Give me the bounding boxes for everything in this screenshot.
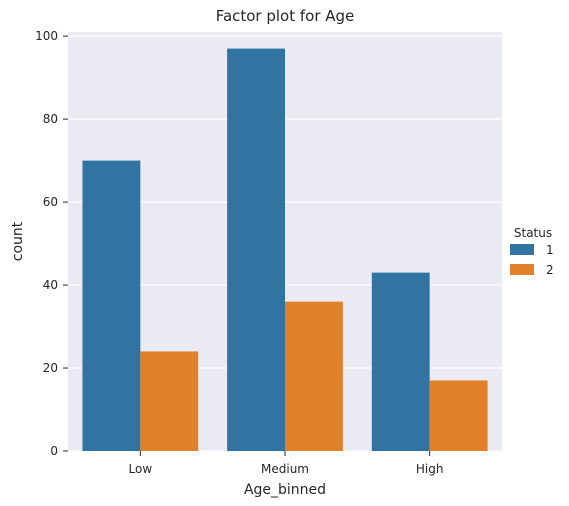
y-tick-label: 60 (43, 195, 58, 209)
y-axis-title: count (10, 221, 26, 261)
x-tick-label-high: High (416, 462, 444, 476)
legend-label-series-2: 2 (546, 263, 554, 277)
legend: Status 1 2 (510, 226, 554, 277)
bar-low-series-2 (140, 351, 199, 451)
legend-title: Status (514, 226, 552, 240)
bar-medium-series-1 (227, 48, 285, 452)
x-tick-label-low: Low (129, 462, 153, 476)
chart-title: Factor plot for Age (216, 7, 355, 25)
bar-low-series-1 (82, 160, 141, 452)
legend-swatch-series-1 (510, 244, 534, 255)
y-axis: 0 20 40 60 80 100 (35, 29, 68, 458)
x-tick-label-medium: Medium (261, 462, 309, 476)
y-tick-label: 20 (43, 361, 58, 375)
x-axis-title: Age_binned (244, 482, 326, 498)
y-tick-label: 100 (35, 29, 58, 43)
bar-high-series-1 (371, 272, 430, 451)
y-tick-label: 80 (43, 112, 58, 126)
plot-area (68, 32, 502, 452)
bar-medium-series-2 (285, 301, 343, 451)
bars (82, 48, 488, 452)
x-axis: Low Medium High (129, 451, 444, 476)
y-tick-label: 40 (43, 278, 58, 292)
bar-high-series-2 (429, 380, 488, 451)
legend-swatch-series-2 (510, 264, 534, 275)
legend-label-series-1: 1 (546, 243, 554, 257)
y-tick-label: 0 (50, 444, 58, 458)
